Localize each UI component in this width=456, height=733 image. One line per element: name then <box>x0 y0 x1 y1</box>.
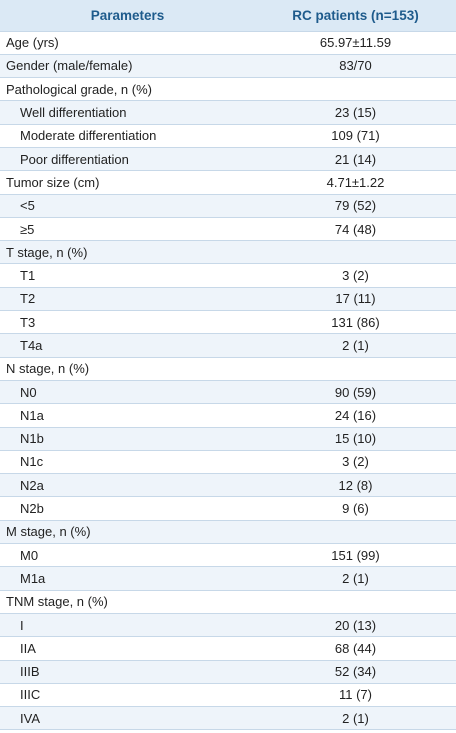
patient-value: 131 (86) <box>255 310 456 334</box>
patient-value <box>255 240 456 264</box>
parameter-label: Well differentiation <box>0 100 255 125</box>
table-row: M1a 2 (1) <box>0 566 456 591</box>
patient-value: 20 (13) <box>255 612 456 637</box>
parameter-label: N stage, n (%) <box>0 356 255 381</box>
table-row: Gender (male/female) 83/70 <box>0 53 456 78</box>
table-row: Poor differentiation 21 (14) <box>0 146 456 171</box>
patient-value: 11 (7) <box>255 682 456 707</box>
parameter-label: N1b <box>0 426 255 451</box>
patient-value: 24 (16) <box>255 403 456 428</box>
parameter-label: N2b <box>0 496 255 521</box>
patient-value: 23 (15) <box>255 100 456 125</box>
parameter-label: IVA <box>0 706 255 731</box>
table-header-row: Parameters RC patients (n=153) <box>0 0 456 31</box>
parameter-label: I <box>0 612 255 637</box>
table-row: I 20 (13) <box>0 612 456 637</box>
table-row: Well differentiation 23 (15) <box>0 100 456 125</box>
patient-value: 21 (14) <box>255 146 456 171</box>
patient-value <box>255 356 456 381</box>
table-row: Moderate differentiation 109 (71) <box>0 123 456 148</box>
table-row: M0 151 (99) <box>0 543 456 567</box>
table-row: Pathological grade, n (%) <box>0 77 456 101</box>
parameter-label: N1c <box>0 449 255 474</box>
patient-value: 52 (34) <box>255 659 456 684</box>
table-row: IIA 68 (44) <box>0 636 456 661</box>
patient-value: 68 (44) <box>255 636 456 661</box>
patient-value: 2 (1) <box>255 566 456 591</box>
parameter-label: M1a <box>0 566 255 591</box>
patient-value: 4.71±1.22 <box>255 170 456 195</box>
parameter-label: N1a <box>0 403 255 428</box>
patient-value: 83/70 <box>255 53 456 78</box>
parameter-label: Age (yrs) <box>0 30 255 55</box>
patient-value: 65.97±11.59 <box>255 30 456 55</box>
patient-value: 151 (99) <box>255 543 456 567</box>
parameter-label: <5 <box>0 193 255 218</box>
patient-value: 3 (2) <box>255 263 456 288</box>
table-row: N0 90 (59) <box>0 379 456 404</box>
table-row: M stage, n (%) <box>0 519 456 544</box>
parameter-label: T1 <box>0 263 255 288</box>
patient-value: 3 (2) <box>255 449 456 474</box>
parameter-label: IIA <box>0 636 255 661</box>
table-row: N1b 15 (10) <box>0 426 456 451</box>
patient-value <box>255 589 456 614</box>
table-row: T stage, n (%) <box>0 240 456 264</box>
table-row: IIIC 11 (7) <box>0 682 456 707</box>
parameter-label: Gender (male/female) <box>0 53 255 78</box>
parameter-label: N0 <box>0 379 255 404</box>
parameter-label: T4a <box>0 333 255 358</box>
table-row: N stage, n (%) <box>0 356 456 381</box>
table-body: Age (yrs) 65.97±11.59 Gender (male/female)… <box>0 30 456 731</box>
table-row: N1a 24 (16) <box>0 403 456 428</box>
table-row: <5 79 (52) <box>0 193 456 218</box>
patient-value: 79 (52) <box>255 193 456 218</box>
parameter-label: TNM stage, n (%) <box>0 589 255 614</box>
header-rc-patients: RC patients (n=153) <box>292 7 419 23</box>
header-parameters: Parameters <box>90 7 165 23</box>
parameter-label: T stage, n (%) <box>0 240 255 264</box>
parameter-label: IIIB <box>0 659 255 684</box>
patient-value: 9 (6) <box>255 496 456 521</box>
table-row: ≥5 74 (48) <box>0 216 456 241</box>
patient-value: 109 (71) <box>255 123 456 148</box>
parameter-label: N2a <box>0 473 255 497</box>
patient-value: 90 (59) <box>255 379 456 404</box>
parameter-label: T2 <box>0 286 255 311</box>
table-row: T4a 2 (1) <box>0 333 456 358</box>
table-row: Age (yrs) 65.97±11.59 <box>0 30 456 55</box>
patient-value <box>255 519 456 544</box>
table-row: T3 131 (86) <box>0 310 456 334</box>
table-row: T1 3 (2) <box>0 263 456 288</box>
table-row: T2 17 (11) <box>0 286 456 311</box>
parameter-label: IIIC <box>0 682 255 707</box>
patient-value: 17 (11) <box>255 286 456 311</box>
parameter-label: ≥5 <box>0 216 255 241</box>
parameter-label: Pathological grade, n (%) <box>0 77 255 101</box>
parameter-label: M0 <box>0 543 255 567</box>
table-row: N2b 9 (6) <box>0 496 456 521</box>
table-row: N2a 12 (8) <box>0 473 456 497</box>
table-row: TNM stage, n (%) <box>0 589 456 614</box>
patient-value: 15 (10) <box>255 426 456 451</box>
parameter-label: M stage, n (%) <box>0 519 255 544</box>
patient-value <box>255 77 456 101</box>
parameter-label: T3 <box>0 310 255 334</box>
table-row: N1c 3 (2) <box>0 449 456 474</box>
table-row: Tumor size (cm) 4.71±1.22 <box>0 170 456 195</box>
parameter-label: Tumor size (cm) <box>0 170 255 195</box>
table-row: IVA 2 (1) <box>0 706 456 731</box>
patient-value: 74 (48) <box>255 216 456 241</box>
parameter-label: Poor differentiation <box>0 146 255 171</box>
table-row: IIIB 52 (34) <box>0 659 456 684</box>
patient-value: 2 (1) <box>255 706 456 731</box>
patient-value: 12 (8) <box>255 473 456 497</box>
patient-value: 2 (1) <box>255 333 456 358</box>
parameter-label: Moderate differentiation <box>0 123 255 148</box>
